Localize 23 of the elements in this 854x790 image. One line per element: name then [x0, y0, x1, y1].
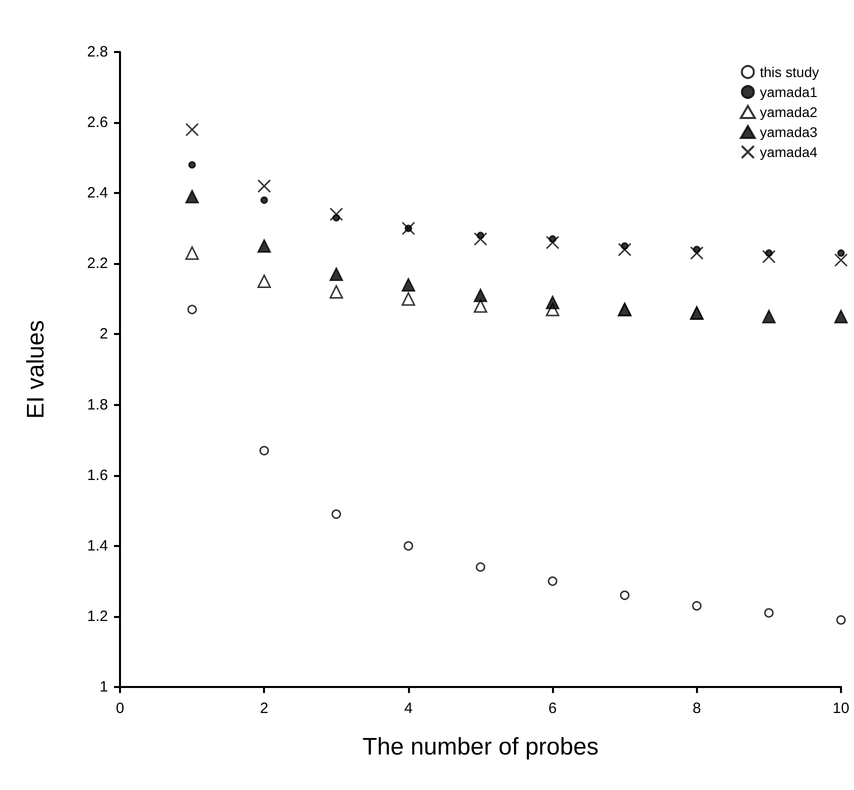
y-tick-label: 2.4 [87, 184, 108, 202]
y-tick-label: 2.8 [87, 44, 108, 60]
x-tick-label: 2 [260, 700, 268, 717]
x-tick-label: 6 [548, 700, 557, 717]
x-tick-label: 8 [692, 700, 701, 717]
legend-label: yamada3 [760, 124, 818, 140]
x-tick-label: 10 [832, 700, 850, 717]
y-tick-label: 1.2 [87, 608, 108, 625]
y-tick-label: 1.6 [87, 466, 108, 484]
y-tick-label: 1 [100, 678, 108, 696]
legend-label: yamada2 [760, 104, 818, 120]
legend-label: yamada4 [760, 144, 818, 160]
y-tick-label: 1.4 [87, 537, 108, 554]
x-axis-title: The number of probes [362, 734, 599, 760]
y-tick-label: 1.8 [87, 396, 108, 414]
y-axis-title: EI values [22, 320, 50, 419]
x-tick-label: 4 [404, 700, 413, 717]
y-tick-label: 2.2 [87, 255, 108, 272]
x-tick-label: 0 [116, 700, 124, 717]
legend-label: this study [760, 64, 820, 80]
y-tick-label: 2 [100, 326, 108, 343]
legend-label: yamada1 [760, 84, 818, 100]
y-tick-label: 2.6 [87, 114, 108, 132]
